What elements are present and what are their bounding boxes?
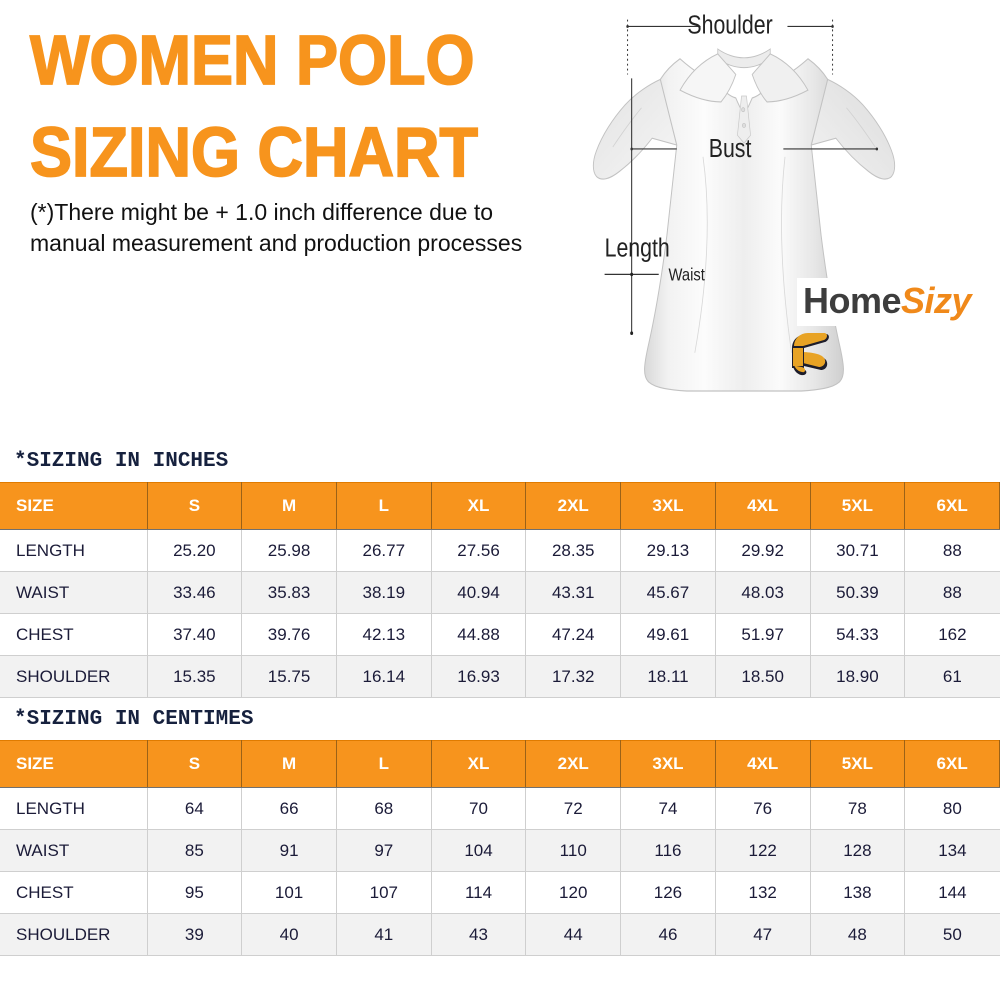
- svg-text:Bust: Bust: [709, 134, 752, 162]
- svg-text:Waist: Waist: [669, 265, 706, 285]
- svg-text:Shoulder: Shoulder: [687, 11, 772, 39]
- svg-text:Length: Length: [605, 234, 670, 262]
